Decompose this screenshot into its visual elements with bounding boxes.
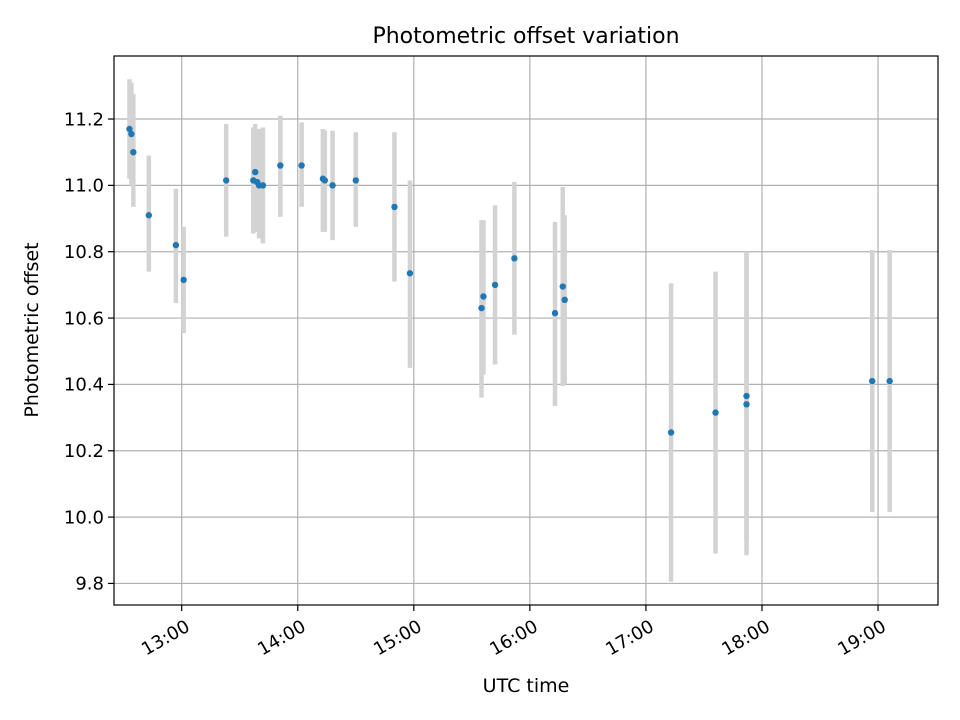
data-point — [259, 182, 267, 189]
data-point — [172, 241, 180, 249]
data-point — [406, 270, 414, 277]
data-point — [743, 392, 750, 400]
data-point — [480, 293, 487, 300]
data-point — [667, 429, 675, 436]
y-tick-label: 10.0 — [64, 507, 104, 528]
y-axis-ticks: 9.8 10.0 10.2 10.4 10.6 10.8 11.0 11.2 — [64, 109, 114, 595]
y-gridlines — [114, 118, 938, 585]
x-axis-label: UTC time — [483, 675, 570, 697]
data-point — [743, 401, 750, 408]
y-tick-label: 10.4 — [64, 375, 104, 396]
y-tick-label: 11.0 — [64, 176, 104, 197]
data-point — [712, 409, 719, 416]
data-point — [180, 276, 187, 284]
y-tick-label: 10.6 — [64, 308, 104, 329]
y-tick-label: 11.2 — [64, 109, 104, 130]
data-point — [352, 177, 359, 184]
data-point — [277, 162, 284, 169]
data-points — [126, 125, 893, 436]
y-axis-label: Photometric offset — [21, 242, 43, 417]
data-point — [511, 255, 518, 262]
data-point — [329, 182, 336, 189]
data-point — [551, 309, 559, 317]
x-gridlines — [181, 56, 879, 605]
data-point — [222, 177, 230, 184]
y-tick-label: 9.8 — [75, 574, 104, 595]
y-tick-label: 10.2 — [64, 441, 104, 462]
data-point — [128, 130, 135, 138]
data-point — [391, 203, 398, 211]
data-point — [321, 177, 329, 184]
data-point — [126, 125, 133, 133]
chart-title: Photometric offset variation — [372, 24, 679, 49]
data-point — [886, 377, 893, 385]
plot-frame — [113, 55, 939, 606]
data-point — [145, 212, 153, 219]
data-point — [478, 304, 485, 312]
data-point — [298, 162, 305, 169]
data-point — [491, 281, 499, 289]
y-tick-label: 10.8 — [64, 242, 104, 263]
data-point — [130, 148, 137, 156]
data-point — [561, 296, 568, 304]
data-point — [869, 377, 876, 385]
data-point — [252, 168, 259, 176]
data-point — [559, 283, 566, 290]
